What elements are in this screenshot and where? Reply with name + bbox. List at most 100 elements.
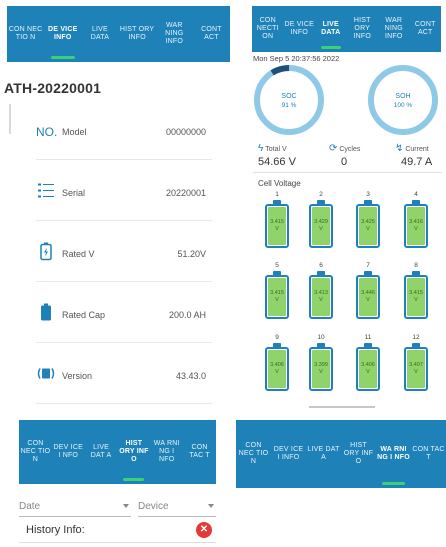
cell-11: 11 3.406 V	[353, 334, 383, 391]
total-v-label: Total V	[265, 146, 287, 153]
info-label: Model	[62, 126, 87, 137]
tab-device-info[interactable]: DE VICE INFO	[284, 21, 314, 36]
cell-number: 9	[275, 334, 279, 341]
tab-warning-info[interactable]: WA RNI NG I NFO	[376, 420, 411, 488]
version-icon	[36, 366, 56, 385]
close-icon[interactable]: ✕	[196, 522, 212, 538]
device-dropdown[interactable]: Device	[138, 501, 216, 517]
cell-voltage-value: 3.407 V	[407, 350, 425, 388]
tab-contact[interactable]: CONT ACT	[414, 21, 436, 36]
tab-connection[interactable]: CON NEC TIO N	[238, 442, 269, 465]
datetime-readout: Mon Sep 5 20:37:56 2022	[253, 54, 340, 63]
scroll-indicator[interactable]	[309, 406, 375, 408]
tab-device-info[interactable]: DEV ICE I INFO	[273, 446, 304, 461]
history-info-screen: CON NEC TIO N DEV ICE I NFO LIVE DAT A H…	[0, 417, 232, 547]
tab-contact[interactable]: CON TAC T	[412, 446, 445, 461]
serial-list-icon	[36, 182, 56, 203]
tab-device-info[interactable]: DEV ICE I NFO	[53, 444, 83, 459]
date-placeholder: Date	[19, 501, 41, 512]
battery-cell-icon: 3.407 V	[404, 347, 428, 391]
info-row-model: NO. Model 00000000	[36, 104, 212, 160]
battery-plug-icon	[36, 242, 56, 265]
soh-value: 100 %	[393, 102, 413, 109]
cell-voltage-value: 3.416 V	[407, 207, 425, 245]
battery-terminal	[273, 343, 281, 347]
tab-history-info[interactable]: HIST ORY INF O	[343, 442, 374, 465]
info-value: 51.20V	[177, 248, 206, 259]
tab-live-data[interactable]: LIVE DAT A	[90, 444, 112, 459]
tab-history-info[interactable]: HIST ORY INFO	[353, 17, 372, 40]
total-v-value: 54.66 V	[258, 156, 296, 168]
current-label: Current	[405, 146, 429, 153]
battery-cell-icon: 3.415 V	[265, 275, 289, 319]
tab-contact[interactable]: CONT ACT	[201, 26, 222, 41]
chevron-down-icon	[208, 504, 214, 508]
tab-live-data[interactable]: LIVE DAT A	[307, 446, 340, 461]
divider	[9, 104, 11, 134]
tab-device-info[interactable]: DE VICE INFO	[44, 6, 81, 62]
info-value: 43.43.0	[175, 370, 206, 381]
battery-terminal	[364, 343, 372, 347]
tab-connection[interactable]: CON NEC TIO N	[8, 26, 43, 41]
info-label: Rated V	[62, 248, 95, 259]
cell-10: 10 3.399 V	[306, 334, 336, 391]
cell-2: 2 3.429 V	[306, 191, 336, 248]
info-value: 200.0 AH	[168, 309, 206, 320]
cell-number: 8	[414, 262, 418, 269]
tab-bar: CON NEC TIO N DE VICE INFO LIVE DATA HIS…	[7, 6, 230, 62]
cell-number: 7	[366, 262, 370, 269]
cell-number: 4	[414, 191, 418, 198]
cell-number: 11	[364, 334, 372, 341]
battery-cell-icon: 3.406 V	[356, 347, 380, 391]
cell-voltage-value: 3.425 V	[359, 207, 377, 245]
info-value: 20220001	[165, 187, 206, 198]
info-label: Serial	[62, 187, 86, 198]
tab-warning-info[interactable]: WAR NING INFO	[165, 22, 184, 45]
live-data-screen: CON NECTI ON DE VICE INFO LIVE DATA HIST…	[247, 0, 446, 415]
cell-number: 10	[317, 334, 325, 341]
soc-ring	[254, 65, 324, 135]
info-row-version: Version 43.43.0	[36, 348, 212, 404]
current-value: 49.7 A	[401, 156, 433, 168]
tab-bar: CON NEC TIO N DEV ICE I NFO LIVE DAT A H…	[19, 420, 216, 484]
soh-gauge: SOH 100 %	[367, 64, 439, 136]
divider	[253, 172, 442, 173]
cell-4: 4 3.416 V	[401, 191, 431, 248]
info-label: Rated Cap	[62, 309, 106, 320]
tab-warning-info[interactable]: WA RNI NG I NFO	[153, 440, 180, 463]
tab-connection[interactable]: CON NEC TIO N	[20, 440, 51, 463]
cycle-icon: ⟳	[329, 143, 338, 154]
total-v-metric: ϟ Total V 54.66 V	[258, 143, 296, 168]
device-id-title: ATH-20220001	[4, 80, 102, 96]
battery-terminal	[273, 271, 281, 275]
battery-terminal	[364, 271, 372, 275]
cycles-value: 0	[341, 156, 348, 168]
cell-voltage-title: Cell Voltage	[258, 179, 301, 188]
soc-label: SOC	[281, 93, 297, 100]
cell-voltage-value: 3.415 V	[407, 278, 425, 316]
battery-cell-icon: 3.425 V	[356, 204, 380, 248]
warning-info-screen: CON NEC TIO N DEV ICE I INFO LIVE DAT A …	[236, 420, 446, 490]
tab-connection[interactable]: CON NECTI ON	[256, 17, 279, 40]
battery-terminal	[412, 271, 420, 275]
cell-9: 9 3.406 V	[262, 334, 292, 391]
info-value: 00000000	[165, 126, 206, 137]
tab-contact[interactable]: CON TAC T	[189, 444, 210, 459]
cell-8: 8 3.415 V	[401, 262, 431, 319]
tab-history-info[interactable]: HIST ORY INF O	[117, 420, 150, 484]
date-dropdown[interactable]: Date	[19, 501, 131, 517]
history-info-label: History Info:	[26, 524, 85, 536]
cell-5: 5 3.415 V	[262, 262, 292, 319]
cell-number: 6	[319, 262, 323, 269]
cell-voltage-value: 3.446 V	[359, 278, 377, 316]
cell-number: 2	[319, 191, 323, 198]
battery-cell-icon: 3.399 V	[309, 347, 333, 391]
tab-live-data[interactable]: LIVE DATA	[90, 26, 110, 41]
cell-voltage-value: 3.415 V	[268, 278, 286, 316]
tab-live-data[interactable]: LIVE DATA	[315, 6, 347, 52]
tab-history-info[interactable]: HIST ORY INFO	[119, 26, 155, 41]
cell-number: 5	[275, 262, 279, 269]
cycles-label: Cycles	[339, 146, 361, 153]
device-placeholder: Device	[138, 501, 169, 512]
tab-warning-info[interactable]: WAR NING INFO	[384, 17, 403, 40]
